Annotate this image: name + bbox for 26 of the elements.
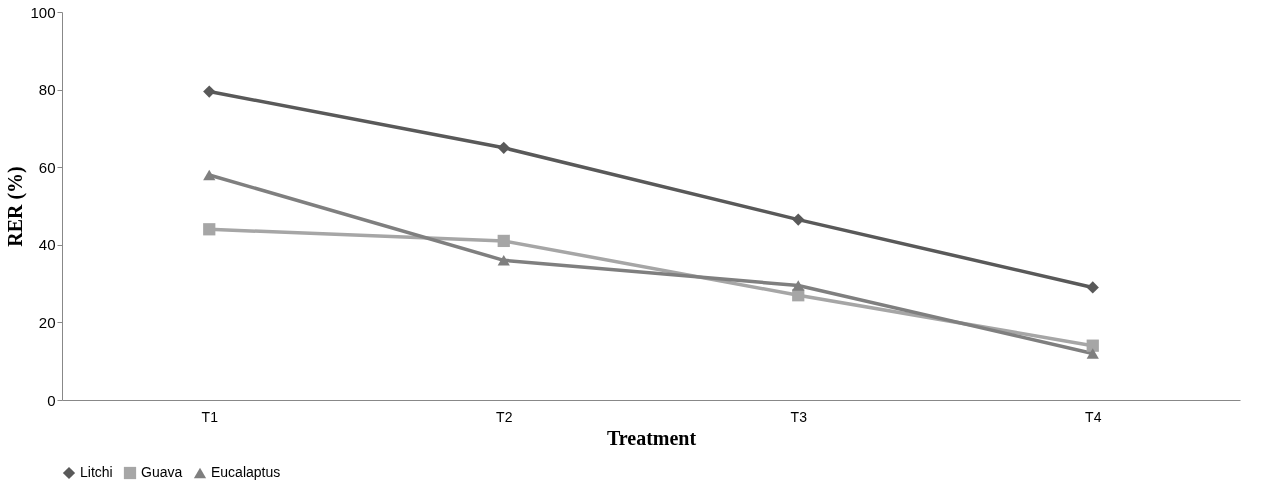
y-tick-label: 0 bbox=[47, 391, 56, 409]
y-tick-label: 20 bbox=[38, 313, 56, 331]
x-tick-label: T1 bbox=[201, 408, 219, 425]
point bbox=[497, 255, 510, 266]
point bbox=[497, 234, 510, 248]
x-axis-title: Treatment bbox=[606, 426, 697, 449]
x-tick-label: T2 bbox=[496, 408, 513, 425]
point bbox=[1086, 281, 1099, 294]
point bbox=[792, 280, 805, 291]
point bbox=[497, 141, 510, 154]
y-tick-label: 80 bbox=[38, 81, 56, 99]
legend-label: Litchi bbox=[80, 464, 113, 480]
y-tick-label: 100 bbox=[30, 3, 56, 21]
y-axis-title: RER (%) bbox=[4, 166, 28, 247]
y-tick-label: 60 bbox=[38, 158, 56, 176]
x-tick-label: T4 bbox=[1085, 408, 1102, 425]
x-tick-label: T3 bbox=[790, 408, 808, 425]
y-tick-label: 40 bbox=[38, 236, 56, 254]
point bbox=[792, 213, 805, 226]
legend-label: Guava bbox=[141, 464, 183, 480]
point bbox=[203, 169, 216, 181]
point bbox=[1086, 348, 1099, 359]
point bbox=[203, 223, 216, 236]
point bbox=[203, 85, 216, 98]
point bbox=[1086, 339, 1099, 352]
legend-label: Eucalaptus bbox=[211, 464, 281, 480]
